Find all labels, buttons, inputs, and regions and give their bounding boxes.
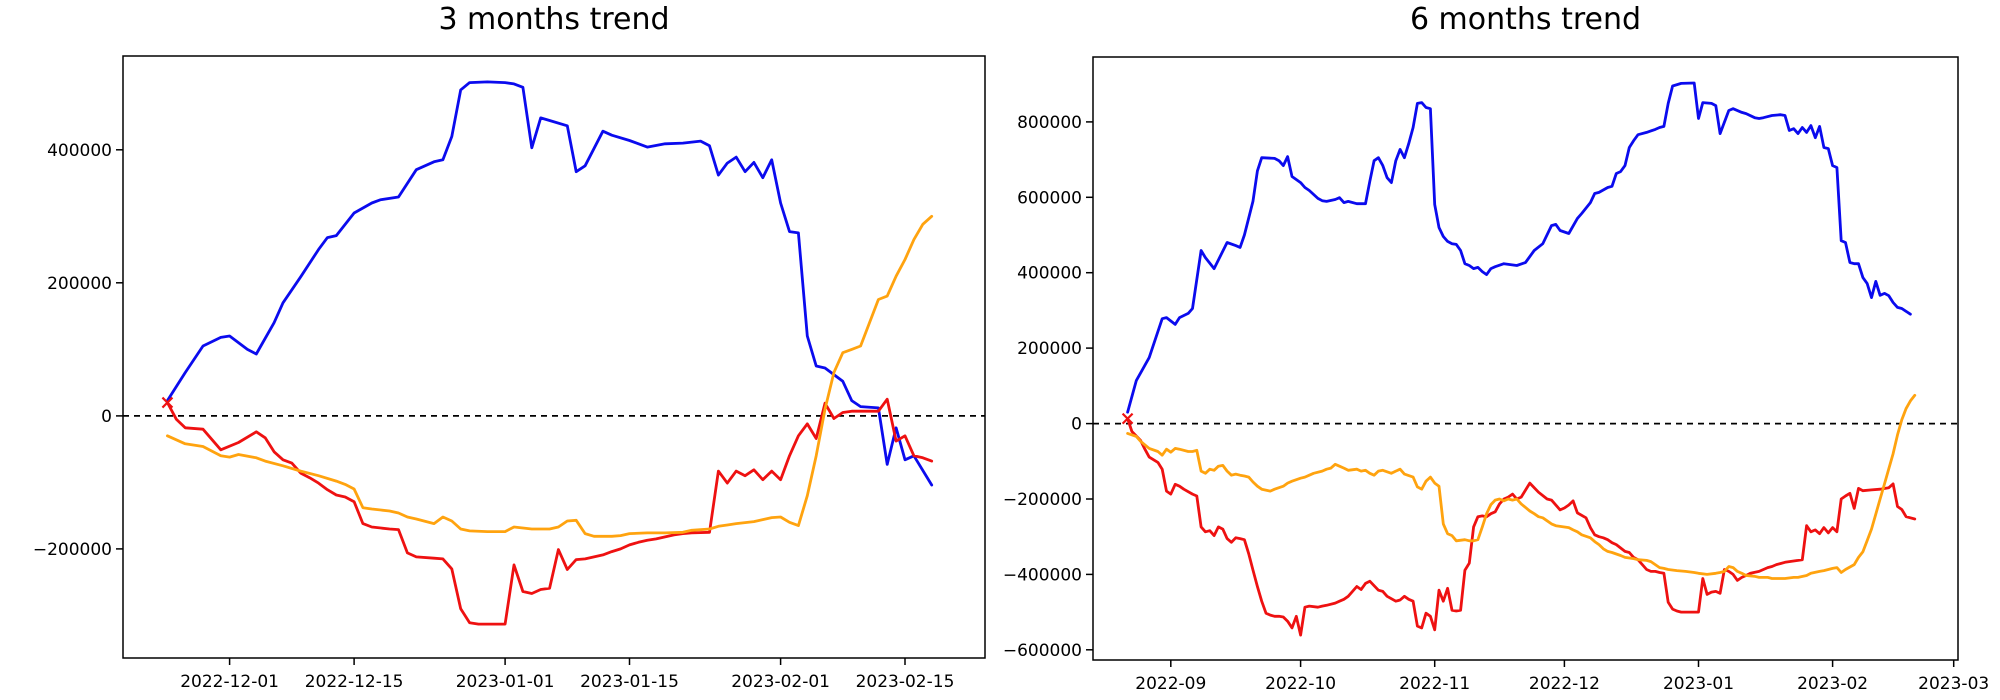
plot-frame bbox=[1092, 56, 1959, 661]
series-line-blue bbox=[1126, 81, 1912, 414]
x-tick-label: 2023-02-01 bbox=[731, 672, 830, 692]
y-axis: 400000 200000 0 −200000 bbox=[33, 141, 123, 560]
y-tick-label: −200000 bbox=[33, 540, 112, 560]
x-tick-label: 2023-02 bbox=[1797, 674, 1868, 694]
y-tick-label: 0 bbox=[101, 407, 112, 427]
series-line-orange bbox=[1126, 393, 1917, 580]
chart-3-months-trend: 3 months trend 2022-12-01 2022-12-15 2023-… bbox=[33, 2, 986, 692]
x-tick-label: 2023-02-15 bbox=[856, 672, 955, 692]
x-tick-label: 2023-01-15 bbox=[580, 672, 679, 692]
y-tick-label: 0 bbox=[1071, 415, 1082, 435]
chart-6-months-trend: 6 months trend 2022-09 2022-10 2022-11 2022… bbox=[1000, 0, 2000, 700]
x-tick-label: 2023-01 bbox=[1663, 674, 1734, 694]
chart-title-3-months: 3 months trend bbox=[438, 2, 670, 37]
plot-area bbox=[122, 55, 986, 659]
x-tick-label: 2022-12-15 bbox=[305, 672, 404, 692]
plot-area bbox=[1092, 56, 1959, 661]
y-tick-label: −400000 bbox=[1003, 565, 1082, 585]
y-tick-label: −600000 bbox=[1003, 641, 1082, 661]
y-tick-label: 200000 bbox=[47, 274, 112, 294]
plot-canvas-3-months: 2022-12-01 2022-12-15 2023-01-01 2023-01-15… bbox=[33, 55, 986, 692]
series-line-red bbox=[1126, 417, 1917, 637]
plot-canvas-6-months: 2022-09 2022-10 2022-11 2022-12 2023-01 2023-… bbox=[1003, 56, 1989, 694]
y-tick-label: 200000 bbox=[1017, 339, 1082, 359]
series-line-red bbox=[165, 397, 934, 626]
y-tick-label: −200000 bbox=[1003, 490, 1082, 510]
start-x-marker bbox=[161, 396, 174, 409]
y-axis: 800000 600000 400000 200000 0 −200000 −400000 −… bbox=[1003, 113, 1093, 661]
chart-title-6-months: 6 months trend bbox=[1409, 2, 1642, 37]
x-tick-label: 2023-03 bbox=[1918, 674, 1989, 694]
x-tick-label: 2022-12 bbox=[1529, 674, 1600, 694]
plot-frame bbox=[122, 55, 986, 659]
x-tick-label: 2022-12-01 bbox=[180, 672, 279, 692]
series-line-orange bbox=[165, 214, 934, 538]
x-axis: 2022-09 2022-10 2022-11 2022-12 2023-01 2023-… bbox=[1135, 660, 1989, 694]
x-tick-label: 2022-10 bbox=[1265, 674, 1336, 694]
y-tick-label: 600000 bbox=[1017, 188, 1082, 208]
x-axis: 2022-12-01 2022-12-15 2023-01-01 2023-01-15… bbox=[180, 658, 954, 692]
x-tick-label: 2022-09 bbox=[1135, 674, 1206, 694]
x-tick-label: 2023-01-01 bbox=[456, 672, 555, 692]
y-tick-label: 400000 bbox=[1017, 264, 1082, 284]
y-tick-label: 400000 bbox=[47, 141, 112, 161]
x-tick-label: 2022-11 bbox=[1399, 674, 1470, 694]
series-line-blue bbox=[165, 80, 934, 487]
start-x-marker bbox=[1121, 412, 1134, 425]
y-tick-label: 800000 bbox=[1017, 113, 1082, 133]
